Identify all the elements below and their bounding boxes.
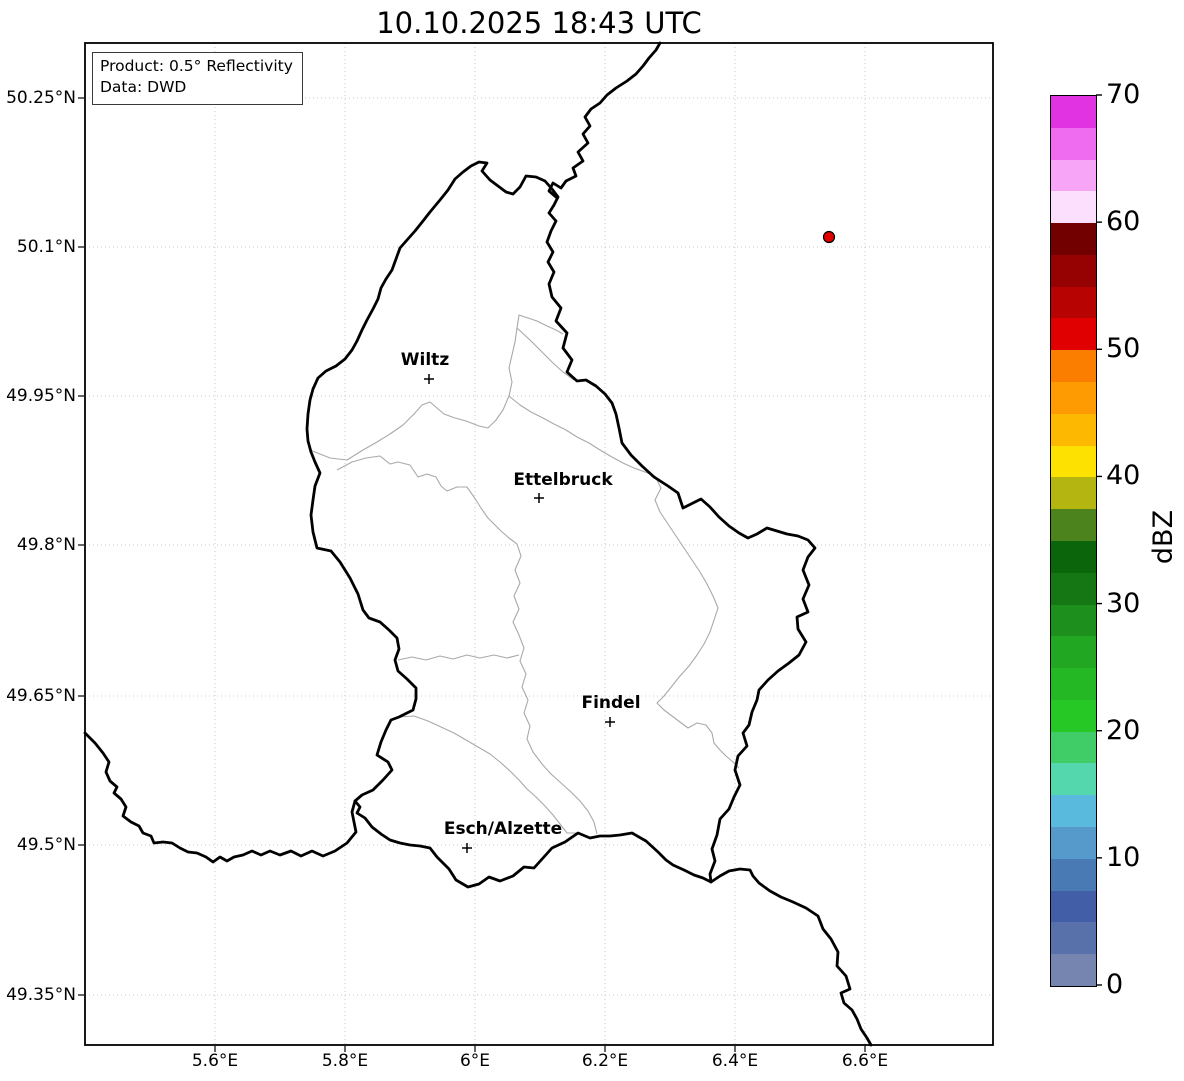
colorbar-tick-label: 20 [1106, 714, 1141, 746]
colorbar-segment [1051, 127, 1096, 160]
colorbar-segment [1051, 286, 1096, 319]
border-belgium-germany [547, 41, 662, 199]
y-tick-label: 50.1°N [16, 237, 76, 257]
city-label: Findel [581, 693, 641, 713]
colorbar-segment [1051, 318, 1096, 351]
colorbar-segment [1051, 763, 1096, 796]
colorbar-segment [1051, 826, 1096, 859]
colorbar-segment [1051, 699, 1096, 732]
colorbar-segment [1051, 540, 1096, 573]
y-tick-label: 49.65°N [6, 686, 76, 706]
colorbar-segment [1051, 572, 1096, 605]
map-frame [84, 42, 994, 1046]
colorbar-segment [1051, 223, 1096, 255]
x-tick-label: 6.2°E [581, 1051, 629, 1071]
colorbar-segment [1051, 731, 1096, 764]
colorbar-tick-label: 10 [1106, 841, 1141, 873]
colorbar-segment [1051, 445, 1096, 478]
colorbar-axis-label: dBZ [1147, 509, 1179, 565]
colorbar-segment [1051, 413, 1096, 446]
colorbar-tick-label: 70 [1106, 79, 1141, 110]
colorbar-segment [1051, 890, 1096, 923]
colorbar-segment [1051, 954, 1096, 986]
colorbar-segment [1051, 668, 1096, 700]
colorbar-segment [1051, 191, 1096, 224]
colorbar-segment [1051, 350, 1096, 383]
colorbar-segment [1051, 922, 1096, 955]
canton-border [398, 715, 577, 834]
border-france-germany [709, 867, 873, 1047]
canton-border [309, 314, 564, 461]
colorbar-segment [1051, 858, 1096, 891]
colorbar-segment [1051, 382, 1096, 414]
city-label: Wiltz [400, 350, 450, 370]
x-tick-label: 6°E [459, 1051, 491, 1071]
y-tick-label: 50.25°N [6, 88, 76, 108]
canton-border [654, 475, 740, 769]
data-source-line: Data: DWD [100, 78, 187, 97]
canton-border [512, 543, 598, 835]
colorbar-segment [1051, 795, 1096, 827]
canton-border [336, 455, 518, 545]
product-line: Product: 0.5° Reflectivity [100, 57, 293, 75]
x-tick-label: 5.8°E [321, 1051, 369, 1071]
colorbar-tick-label: 60 [1106, 206, 1141, 238]
luxembourg-border [305, 160, 817, 889]
city-label: Ettelbruck [513, 470, 613, 490]
x-tick-label: 6.6°E [841, 1051, 889, 1071]
y-tick-label: 49.5°N [16, 835, 76, 855]
y-tick-label: 49.35°N [6, 985, 76, 1005]
colorbar-tick-label: 40 [1106, 460, 1141, 492]
border-france-belgium [83, 731, 358, 864]
colorbar-segment [1051, 509, 1096, 541]
reflectivity-colorbar [1050, 95, 1097, 987]
figure-title: 10.10.2025 18:43 UTC [376, 6, 702, 40]
colorbar-segment [1051, 604, 1096, 637]
canton-border [508, 395, 656, 477]
colorbar-tick-label: 30 [1106, 587, 1141, 619]
colorbar-segment [1051, 477, 1096, 510]
colorbar-tick-label: 50 [1106, 333, 1141, 365]
colorbar-segment [1051, 96, 1096, 128]
canton-border [516, 327, 575, 381]
radar-echo-dot [822, 230, 836, 244]
colorbar-segment [1051, 254, 1096, 287]
y-tick-label: 49.8°N [16, 535, 76, 555]
colorbar-segment [1051, 159, 1096, 192]
product-info-box: Product: 0.5° Reflectivity Data: DWD [92, 52, 303, 105]
colorbar-tick-label: 0 [1106, 969, 1124, 1000]
city-label: Esch/Alzette [443, 819, 563, 839]
canton-border [397, 654, 520, 661]
colorbar-segment [1051, 636, 1096, 669]
y-tick-label: 49.95°N [6, 386, 76, 406]
x-tick-label: 6.4°E [711, 1051, 759, 1071]
x-tick-label: 5.6°E [191, 1051, 239, 1071]
